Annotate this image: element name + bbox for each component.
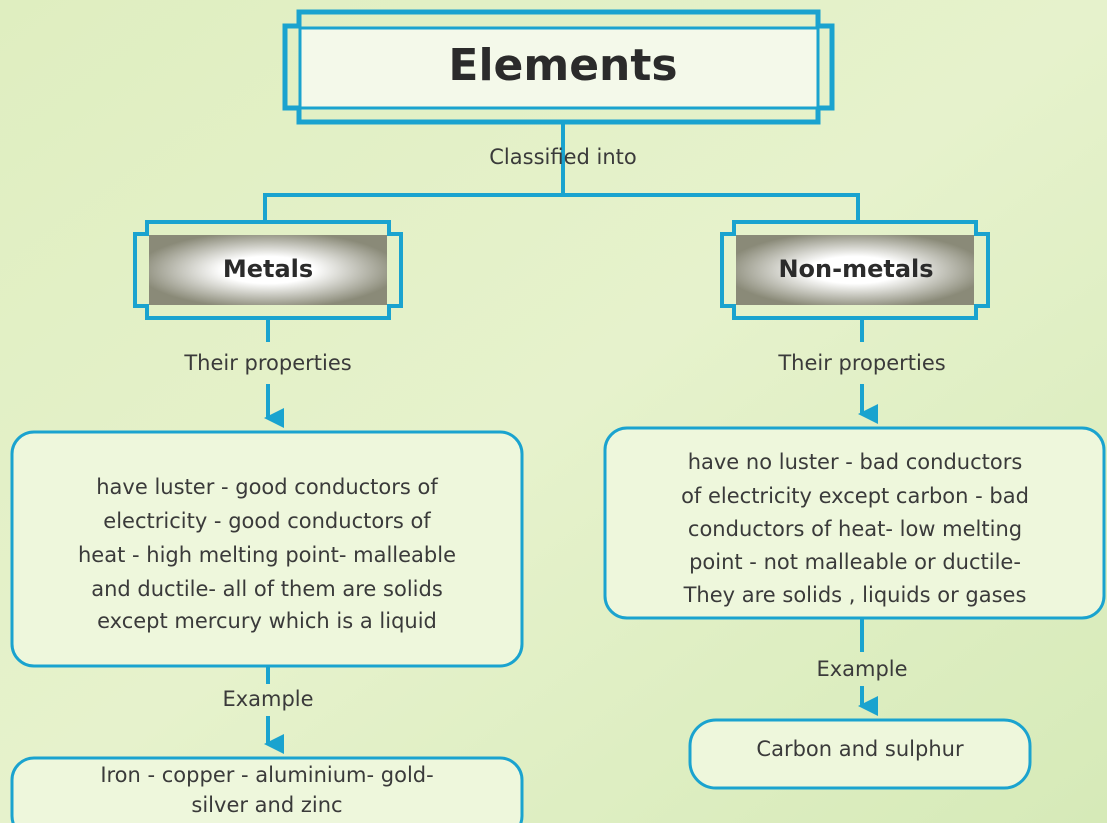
property-line: and ductile- all of them are solids [91, 577, 443, 601]
property-box [10, 430, 524, 668]
property-line: electricity - good conductors of [103, 509, 431, 533]
connector-label: Their properties [183, 351, 351, 375]
example-line: Iron - copper - aluminium- gold- [100, 763, 433, 787]
property-line: have no luster - bad conductors [688, 450, 1023, 474]
example-line: Carbon and sulphur [756, 737, 964, 761]
property-line: point - not malleable or ductile- [689, 550, 1021, 574]
branch-label: Non-metals [778, 255, 933, 283]
title-box [298, 26, 820, 110]
branch-frame [133, 220, 403, 320]
example-line: silver and zinc [191, 793, 342, 817]
property-line: of electricity except carbon - bad [681, 484, 1029, 508]
property-line: conductors of heat- low melting [688, 517, 1022, 541]
property-line: heat - high melting point- malleable [78, 543, 456, 567]
property-box [603, 426, 1106, 620]
connector-label: Classified into [489, 145, 636, 169]
branch-box [149, 235, 387, 305]
connector-label: Example [816, 657, 907, 681]
branch-box [736, 235, 974, 305]
property-line: They are solids , liquids or gases [683, 583, 1027, 607]
title: Elements [448, 40, 677, 91]
branch-label: Metals [223, 255, 313, 283]
example-box [10, 756, 524, 823]
connector-label: Their properties [777, 351, 945, 375]
title-frame [282, 9, 835, 125]
branch-frame [720, 220, 990, 320]
shapes [10, 9, 1106, 823]
example-box [688, 718, 1032, 790]
property-line: have luster - good conductors of [96, 475, 438, 499]
connector-label: Example [222, 687, 313, 711]
property-line: except mercury which is a liquid [97, 609, 437, 633]
